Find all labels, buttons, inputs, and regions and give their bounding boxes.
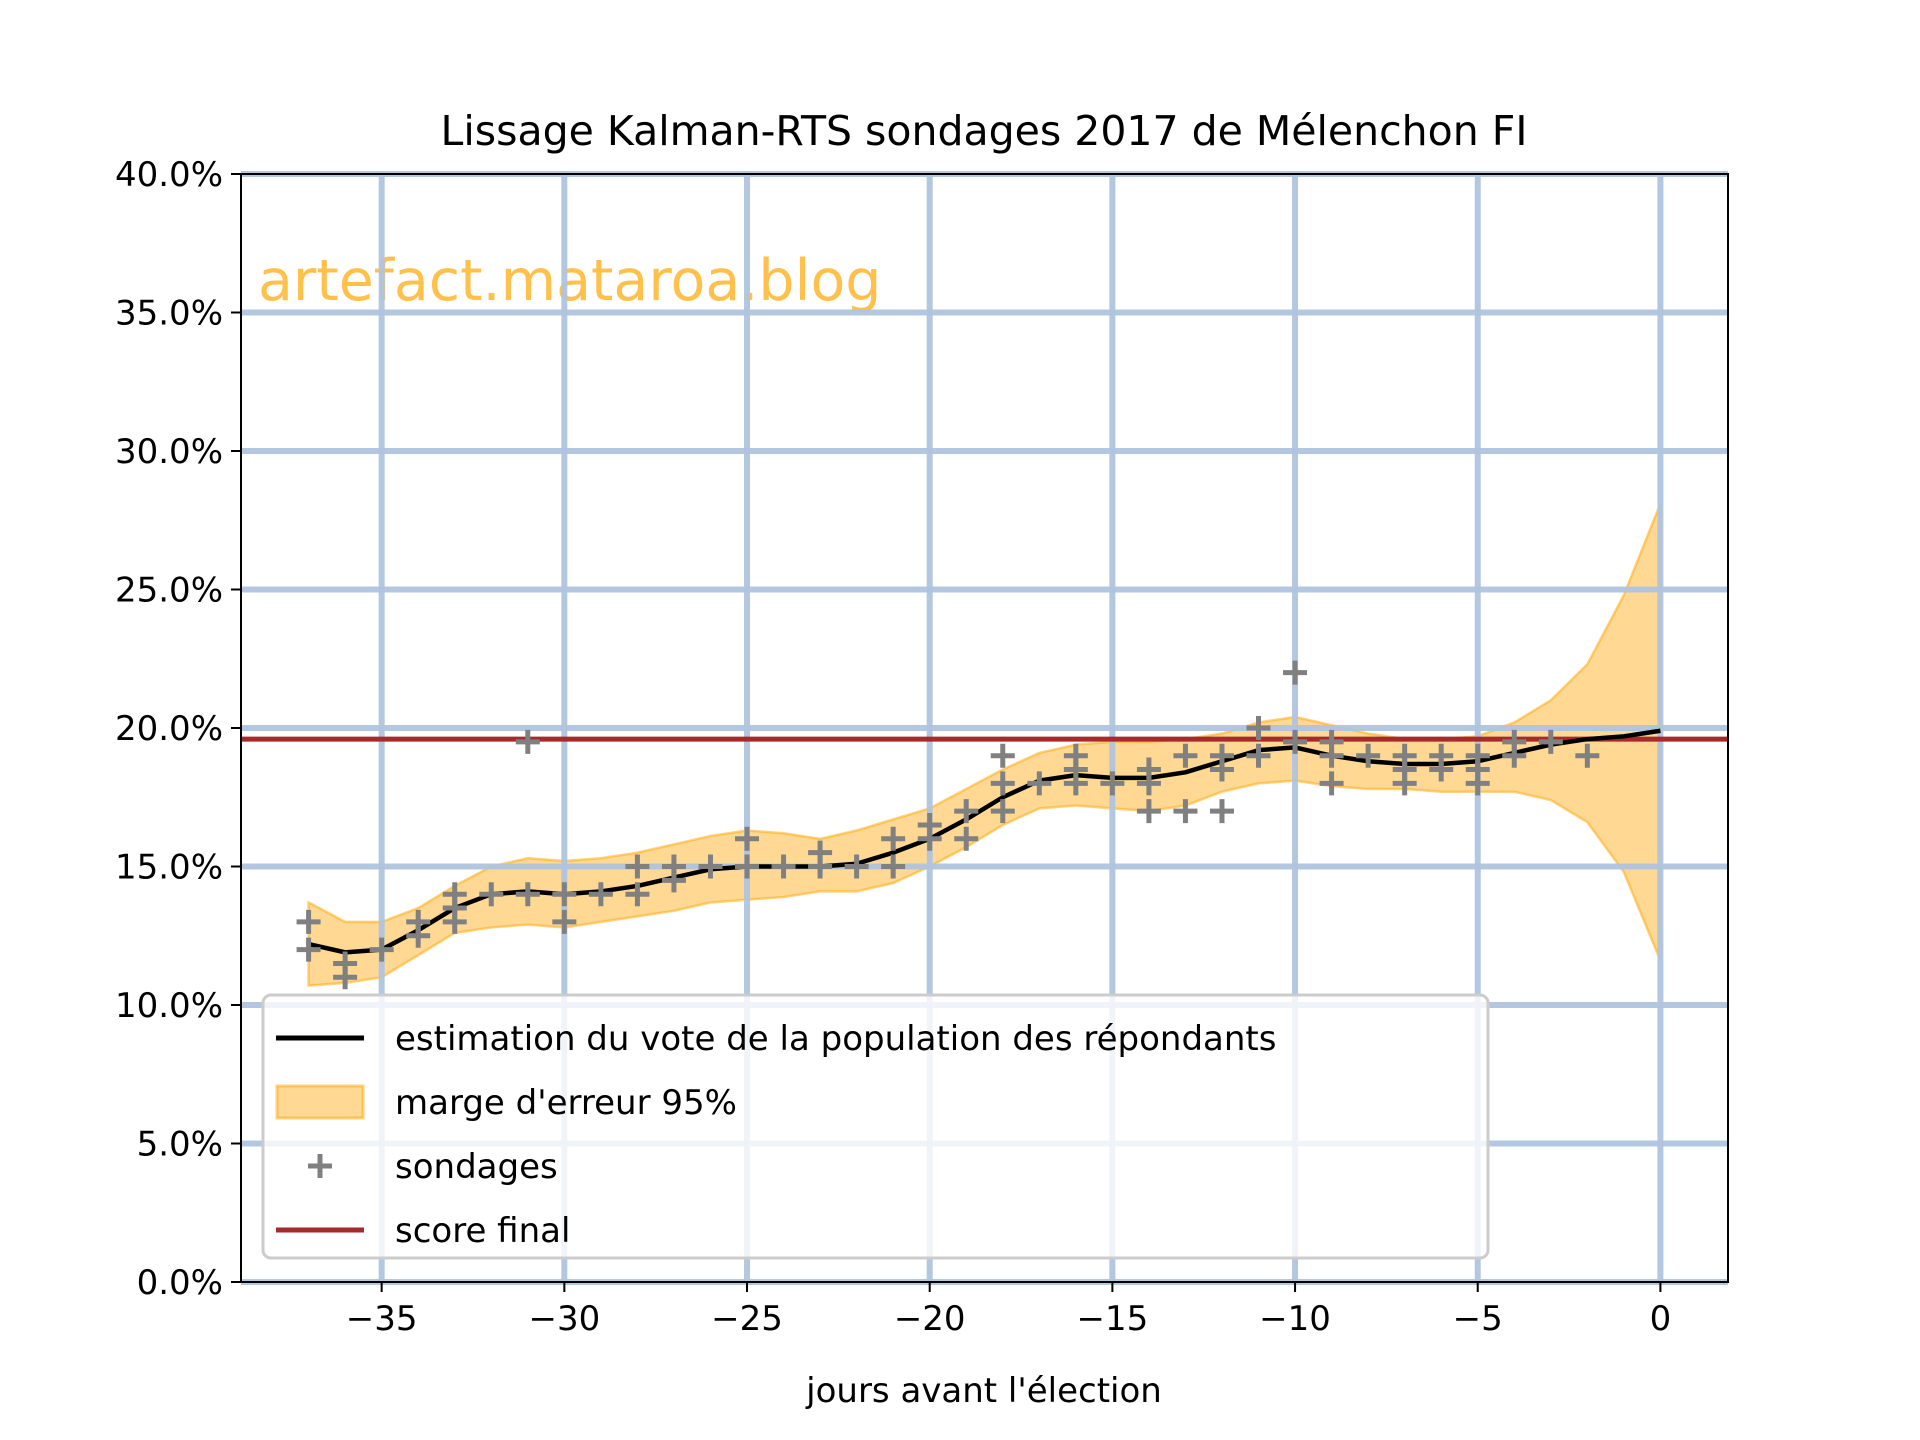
poll-marker: [1283, 660, 1308, 685]
poll-marker: [990, 743, 1015, 768]
poll-marker: [735, 826, 760, 851]
x-tick-label: −25: [711, 1299, 783, 1339]
poll-marker: [917, 826, 942, 851]
poll-marker: [1575, 743, 1600, 768]
legend-swatch-poll: [308, 1154, 332, 1178]
poll-marker: [515, 729, 540, 754]
poll-marker: [954, 826, 979, 851]
poll-marker: [698, 854, 723, 879]
y-tick-label: 5.0%: [137, 1125, 223, 1165]
x-tick-label: 0: [1650, 1299, 1672, 1339]
poll-marker: [1246, 716, 1271, 740]
x-tick-label: −35: [346, 1299, 418, 1339]
legend-label: score final: [395, 1211, 570, 1251]
poll-marker: [1173, 743, 1198, 768]
poll-marker: [1502, 743, 1527, 768]
y-tick-label: 40.0%: [115, 155, 223, 195]
poll-marker: [552, 882, 577, 907]
poll-marker: [296, 909, 321, 934]
poll-marker: [1136, 799, 1161, 824]
poll-marker: [479, 882, 504, 907]
y-tick-label: 15.0%: [115, 848, 223, 888]
poll-marker: [844, 854, 869, 879]
poll-marker: [442, 909, 467, 934]
legend-box: [261, 993, 1490, 1260]
poll-marker: [1136, 771, 1161, 796]
poll-marker: [771, 854, 796, 879]
poll-marker: [735, 854, 760, 879]
watermark: artefact.mataroa.blog: [258, 248, 882, 314]
poll-marker: [1319, 771, 1344, 796]
poll-marker: [954, 799, 979, 824]
poll-marker: [1283, 729, 1308, 754]
poll-marker: [296, 937, 321, 962]
x-tick-label: −30: [528, 1299, 600, 1339]
poll-marker: [369, 937, 394, 962]
poll-marker: [881, 854, 906, 879]
poll-marker: [333, 965, 358, 990]
x-tick-label: −10: [1259, 1299, 1331, 1339]
error-band: [307, 503, 1662, 987]
poll-marker: [625, 854, 650, 879]
poll-marker: [588, 882, 613, 907]
poll-marker: [1209, 757, 1234, 782]
poll-marker: [1027, 771, 1052, 796]
x-tick-label: −5: [1453, 1299, 1503, 1339]
x-axis-label: jours avant l'élection: [805, 1371, 1162, 1411]
poll-marker: [1538, 729, 1563, 754]
poll-marker: [990, 771, 1015, 796]
y-tick-label: 20.0%: [115, 709, 223, 749]
legend-label: marge d'erreur 95%: [395, 1083, 737, 1123]
poll-marker: [1100, 771, 1125, 796]
poll-marker: [552, 909, 577, 934]
poll-marker: [1246, 743, 1271, 768]
legend-label: sondages: [395, 1147, 558, 1187]
poll-marker: [1356, 743, 1381, 768]
x-tick-label: −20: [894, 1299, 966, 1339]
poll-marker: [1173, 799, 1198, 824]
poll-marker: [1063, 771, 1088, 796]
poll-marker: [1465, 771, 1490, 796]
poll-marker: [808, 854, 833, 879]
y-tick-label: 10.0%: [115, 986, 223, 1026]
y-tick-label: 30.0%: [115, 432, 223, 472]
chart-title: Lissage Kalman-RTS sondages 2017 de Méle…: [441, 107, 1528, 155]
poll-marker: [1209, 799, 1234, 824]
plot-area: artefact.mataroa.blog −35 −30 −25 −20 −15 −10 −…: [115, 155, 1729, 1339]
poll-marker: [990, 799, 1015, 824]
poll-marker: [1319, 743, 1344, 768]
poll-marker: [515, 882, 540, 907]
y-tick-label: 25.0%: [115, 571, 223, 611]
x-tick-label: −15: [1076, 1299, 1148, 1339]
legend-label: estimation du vote de la population des …: [395, 1019, 1276, 1059]
legend-swatch-band: [275, 1084, 365, 1120]
poll-marker: [661, 868, 686, 893]
y-tick-label: 0.0%: [137, 1263, 223, 1303]
poll-marker: [1392, 771, 1417, 796]
poll-marker: [881, 826, 906, 851]
y-tick-label: 35.0%: [115, 294, 223, 334]
poll-marker: [406, 923, 431, 948]
legend: estimation du vote de la population des …: [261, 993, 1490, 1260]
poll-marker: [1429, 757, 1454, 782]
poll-marker: [625, 882, 650, 907]
